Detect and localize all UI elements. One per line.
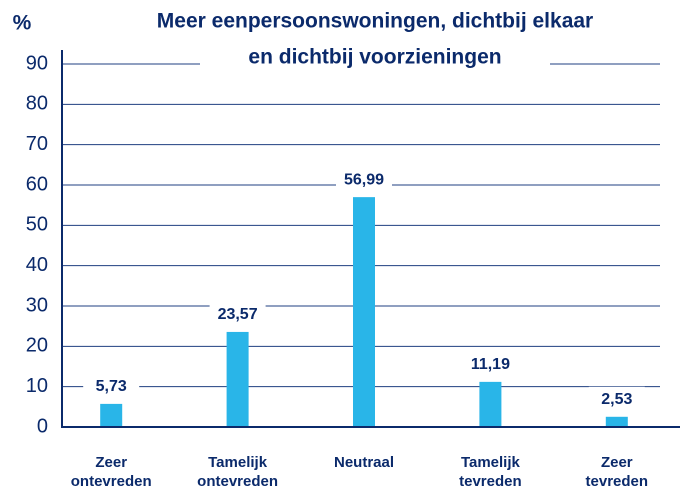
x-tick-label: tevreden	[459, 473, 522, 490]
value-label-background	[209, 301, 266, 326]
value-label-background	[83, 373, 140, 398]
x-tick-label: Tamelijk	[208, 454, 268, 471]
value-label: 11,19	[471, 356, 510, 373]
x-tick-label: Neutraal	[334, 454, 394, 471]
bar	[100, 403, 123, 427]
y-tick-label: 10	[26, 375, 48, 397]
x-tick-label: ontevreden	[197, 473, 278, 490]
y-tick-label: 0	[37, 415, 48, 437]
value-label: 56,99	[344, 171, 384, 188]
value-label: 23,57	[218, 306, 258, 323]
x-tick-label: tevreden	[586, 473, 649, 490]
x-tick-label: ontevreden	[71, 473, 152, 490]
y-tick-label: 50	[26, 214, 48, 236]
value-label-background	[588, 386, 645, 411]
value-label-background	[336, 167, 392, 192]
value-label: 2,53	[601, 391, 632, 408]
y-axis-label: %	[13, 12, 32, 35]
x-tick-label: Zeer	[95, 454, 127, 471]
bar	[605, 416, 628, 427]
title-background	[200, 42, 550, 74]
y-tick-label: 80	[26, 93, 48, 115]
y-tick-label: 70	[26, 133, 48, 155]
x-tick-label: Zeer	[601, 454, 633, 471]
chart-title: en dichtbij voorzieningen	[248, 46, 501, 69]
bar	[479, 381, 502, 427]
value-label: 5,73	[96, 378, 127, 395]
y-tick-label: 90	[26, 52, 48, 74]
y-tick-label: 60	[26, 173, 48, 195]
value-label-background	[462, 351, 519, 376]
x-tick-label: Tamelijk	[461, 454, 521, 471]
y-tick-label: 30	[26, 294, 48, 316]
y-tick-label: 20	[26, 335, 48, 357]
bar	[353, 197, 375, 427]
chart-title: Meer eenpersoonswoningen, dichtbij elkaa…	[157, 10, 593, 33]
y-tick-label: 40	[26, 254, 48, 276]
bar	[226, 331, 249, 427]
